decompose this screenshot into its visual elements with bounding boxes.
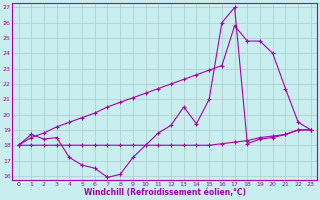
- X-axis label: Windchill (Refroidissement éolien,°C): Windchill (Refroidissement éolien,°C): [84, 188, 246, 197]
